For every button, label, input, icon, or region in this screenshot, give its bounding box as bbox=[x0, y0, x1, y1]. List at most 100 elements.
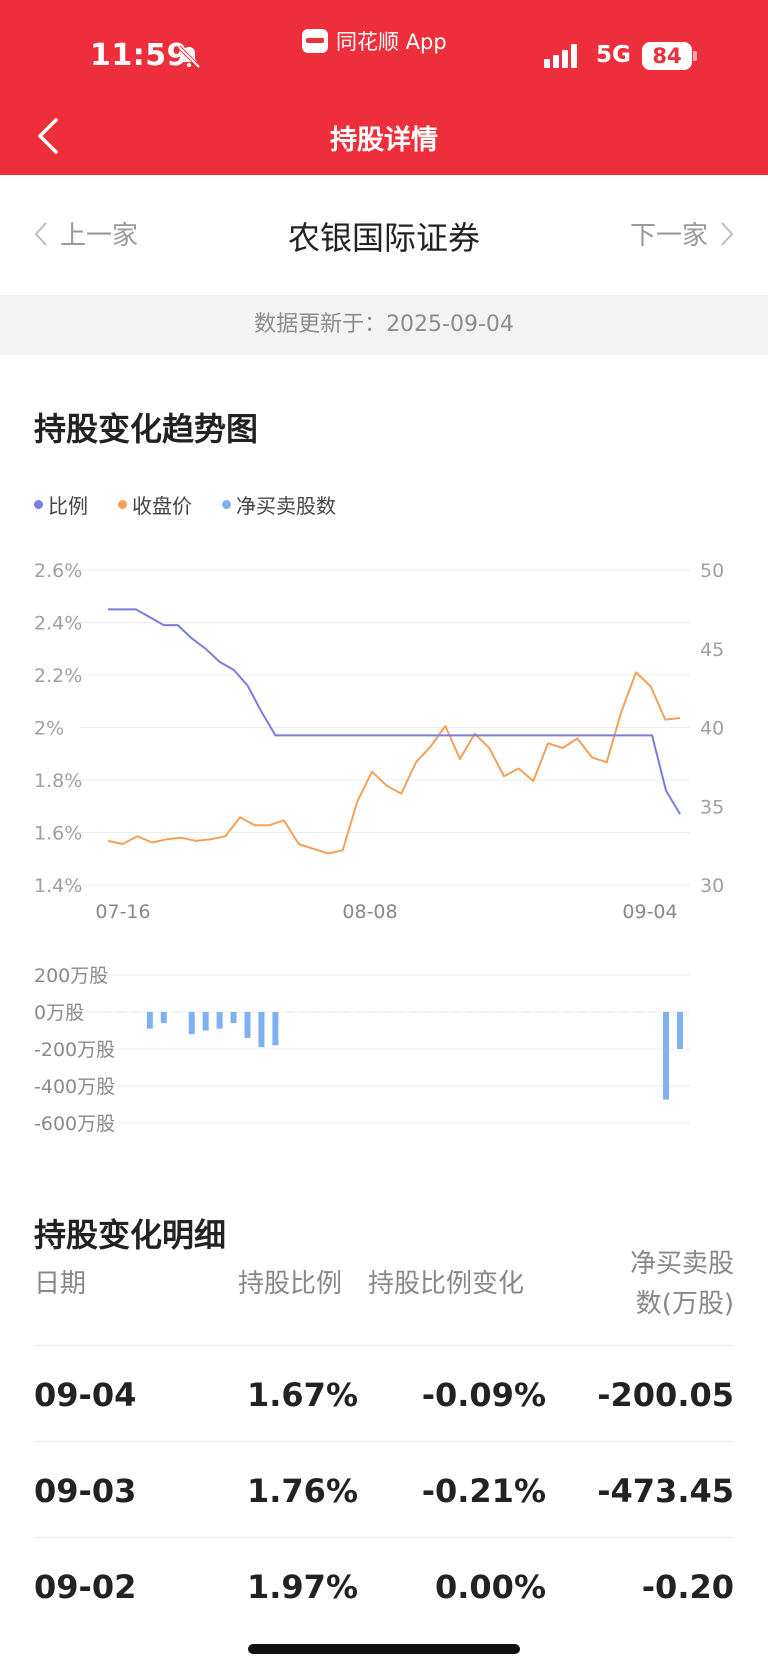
table-header: 日期 持股比例 持股比例变化 净买卖股 数(万股) bbox=[34, 1249, 734, 1345]
bar-axis-tick: -200万股 bbox=[34, 1039, 115, 1061]
net-shares-bar bbox=[509, 1011, 516, 1013]
cell-net: -200.05 bbox=[597, 1376, 734, 1414]
net-shares-bar bbox=[523, 1011, 530, 1013]
legend-ratio[interactable]: 比例 bbox=[34, 490, 88, 519]
next-broker-label: 下一家 bbox=[629, 221, 708, 251]
cell-date: 09-03 bbox=[34, 1472, 137, 1510]
net-shares-bar bbox=[481, 1011, 488, 1013]
legend-net-shares-dot bbox=[222, 500, 231, 509]
col-net-line1: 净买卖股 bbox=[629, 1249, 734, 1279]
cell-date: 09-04 bbox=[34, 1376, 137, 1414]
net-shares-bar bbox=[105, 1011, 111, 1013]
cell-ratio: 1.97% bbox=[246, 1568, 358, 1606]
net-shares-bar bbox=[593, 1011, 600, 1013]
cell-change: -0.09% bbox=[421, 1376, 546, 1414]
trend-title: 持股变化趋势图 bbox=[34, 410, 259, 448]
cell-net: -0.20 bbox=[641, 1568, 734, 1606]
table-body: 09-04 1.67% -0.09% -200.05 09-03 1.76% -0.21% -… bbox=[34, 1345, 734, 1633]
net-shares-bar bbox=[188, 1012, 195, 1035]
net-shares-bar bbox=[202, 1012, 209, 1031]
right-axis-tick: 45 bbox=[700, 639, 724, 661]
net-shares-bar bbox=[565, 1011, 572, 1013]
network-label: 5G bbox=[596, 42, 631, 68]
net-shares-bar bbox=[467, 1011, 474, 1013]
close-price-line bbox=[107, 671, 681, 855]
net-shares-bar bbox=[300, 1011, 307, 1013]
net-shares-bar bbox=[397, 1011, 404, 1013]
cell-change: 0.00% bbox=[434, 1568, 546, 1606]
source-app-name: 同花顺 App bbox=[336, 30, 447, 54]
left-axis-tick: 2.2% bbox=[34, 665, 82, 687]
net-shares-bar bbox=[537, 1011, 544, 1013]
net-shares-bar bbox=[286, 1011, 293, 1013]
battery-cap bbox=[693, 51, 697, 61]
x-axis-tick: 09-04 bbox=[622, 901, 677, 923]
status-time: 11:59 bbox=[90, 38, 188, 73]
app-header: 11:59 同花顺 App 5G 84 持股详情 bbox=[0, 0, 768, 175]
legend-close-price[interactable]: 收盘价 bbox=[118, 490, 192, 519]
broker-nav: 上一家 农银国际证券 下一家 bbox=[0, 175, 768, 295]
broker-name: 农银国际证券 bbox=[287, 219, 480, 257]
net-shares-bar bbox=[216, 1012, 223, 1029]
cell-net: -473.45 bbox=[597, 1472, 734, 1510]
right-axis-tick: 30 bbox=[700, 875, 724, 897]
net-shares-bar bbox=[677, 1012, 683, 1050]
col-date: 日期 bbox=[34, 1269, 87, 1299]
back-button[interactable] bbox=[30, 112, 70, 160]
net-shares-bar bbox=[356, 1011, 363, 1013]
net-shares-bar bbox=[495, 1011, 502, 1013]
page-title: 持股详情 bbox=[330, 125, 438, 156]
app-logo-icon bbox=[302, 29, 328, 53]
battery-level: 84 bbox=[652, 44, 682, 68]
legend-ratio-dot bbox=[34, 500, 43, 509]
net-shares-bar bbox=[370, 1011, 377, 1013]
net-shares-bar bbox=[160, 1012, 167, 1024]
net-shares-bar bbox=[132, 1011, 139, 1013]
prev-broker-button[interactable]: 上一家 bbox=[34, 215, 138, 252]
x-axis-tick: 08-08 bbox=[342, 901, 397, 923]
detail-table: 日期 持股比例 持股比例变化 净买卖股 数(万股) 09-04 1.67% -0.0… bbox=[34, 1249, 734, 1633]
bar-axis-tick: -600万股 bbox=[34, 1113, 115, 1135]
x-axis-tick: 07-16 bbox=[95, 901, 150, 923]
bell-muted-icon bbox=[177, 45, 201, 69]
right-axis-tick: 50 bbox=[700, 560, 724, 582]
table-row[interactable]: 09-02 1.97% 0.00% -0.20 bbox=[34, 1537, 734, 1633]
legend-net-shares-label: 净买卖股数 bbox=[236, 494, 336, 518]
net-shares-bar bbox=[244, 1012, 251, 1038]
left-axis-tick: 1.6% bbox=[34, 823, 82, 845]
detail-title: 持股变化明细 bbox=[34, 1216, 227, 1254]
table-row[interactable]: 09-03 1.76% -0.21% -473.45 bbox=[34, 1441, 734, 1537]
cell-ratio: 1.76% bbox=[246, 1472, 358, 1510]
legend-ratio-label: 比例 bbox=[48, 494, 88, 518]
table-row[interactable]: 09-04 1.67% -0.09% -200.05 bbox=[34, 1345, 734, 1441]
net-shares-bar bbox=[314, 1011, 321, 1013]
net-shares-bar bbox=[635, 1011, 642, 1013]
net-shares-bar bbox=[411, 1011, 418, 1013]
legend-close-price-dot bbox=[118, 500, 127, 509]
left-axis-tick: 2% bbox=[34, 718, 64, 740]
holding-trend-chart[interactable]: 2.6% 2.4% 2.2% 2% 1.8% 1.6% 1.4% 50 45 40 35 30 07-1… bbox=[0, 540, 768, 1160]
net-shares-bar bbox=[453, 1011, 460, 1013]
col-ratio: 持股比例 bbox=[238, 1269, 343, 1299]
bar-axis-tick: -400万股 bbox=[34, 1076, 115, 1098]
legend-net-shares[interactable]: 净买卖股数 bbox=[222, 490, 336, 519]
right-axis-tick: 40 bbox=[700, 718, 724, 740]
chevron-right-icon bbox=[721, 221, 734, 246]
holding-ratio-line bbox=[108, 608, 681, 815]
home-indicator bbox=[248, 1644, 520, 1654]
cell-date: 09-02 bbox=[34, 1568, 137, 1606]
source-app-tag[interactable]: 同花顺 App bbox=[302, 26, 447, 56]
left-axis-tick: 2.4% bbox=[34, 613, 82, 635]
net-shares-bar bbox=[230, 1012, 237, 1024]
update-date: 数据更新于：2025-09-04 bbox=[0, 295, 768, 355]
col-ratio-change: 持股比例变化 bbox=[368, 1269, 525, 1299]
cell-ratio: 1.67% bbox=[246, 1376, 358, 1414]
net-shares-bar bbox=[118, 1011, 125, 1013]
right-axis-tick: 35 bbox=[700, 796, 724, 818]
signal-icon bbox=[544, 44, 577, 68]
net-shares-bar bbox=[272, 1012, 279, 1046]
bar-axis-tick: 0万股 bbox=[34, 1002, 84, 1024]
net-shares-bar bbox=[663, 1012, 670, 1100]
net-shares-bar bbox=[551, 1011, 558, 1013]
next-broker-button[interactable]: 下一家 bbox=[630, 215, 734, 252]
